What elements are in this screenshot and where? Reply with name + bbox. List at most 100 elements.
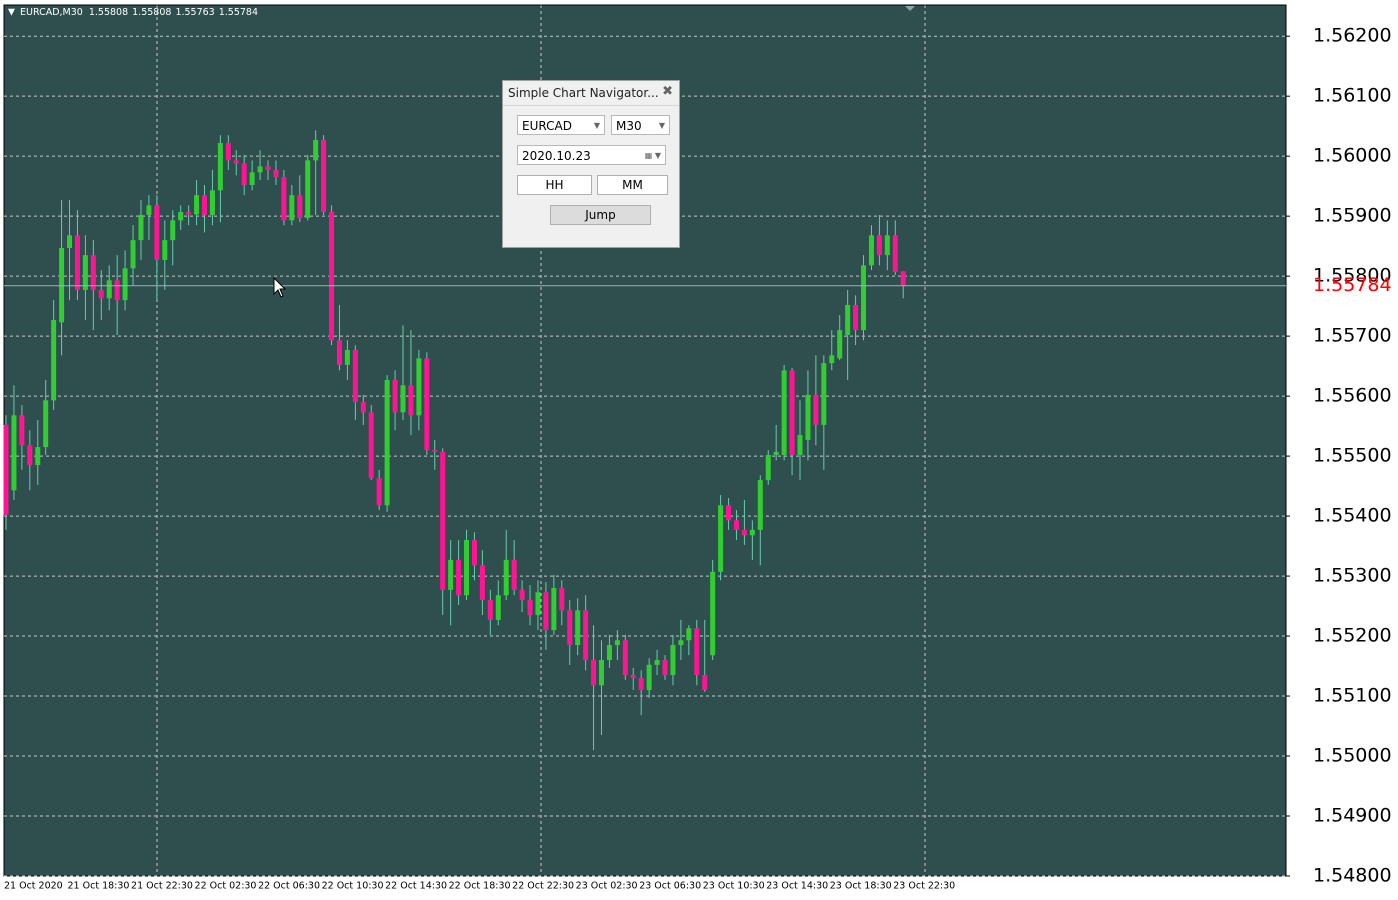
candle-body [654, 660, 660, 665]
date-picker[interactable]: 2020.10.23 ▦ ▼ [517, 145, 666, 165]
candle-body [305, 160, 311, 218]
candle-body [448, 559, 454, 590]
timeframe-combo[interactable]: M30 ▼ [611, 115, 670, 135]
candle-body [265, 166, 271, 170]
shift-marker [905, 6, 915, 11]
close-button[interactable]: ✖ [662, 84, 673, 99]
candle-body [368, 412, 374, 479]
candle-body [622, 640, 628, 676]
candle-body [575, 610, 581, 646]
y-tick-label: 1.55200 [1313, 625, 1392, 647]
candle-body [495, 595, 501, 620]
candle-body [591, 660, 597, 686]
candle-body [456, 559, 462, 596]
candle-body [479, 565, 485, 601]
candle-body [900, 271, 906, 286]
hh-button[interactable]: HH [517, 175, 592, 195]
candle-body [710, 571, 716, 656]
mouse-cursor [273, 276, 287, 298]
candle-body [209, 190, 215, 215]
candle-body [646, 664, 652, 691]
candle-body [821, 363, 827, 425]
candle-body [170, 220, 176, 241]
candle-body [630, 675, 636, 679]
candle-body [424, 358, 430, 451]
candle-body [3, 424, 9, 515]
symbol: EURCAD,M30 [20, 7, 83, 18]
candle-body [789, 370, 795, 455]
candle-body [670, 645, 676, 676]
mm-button[interactable]: MM [597, 175, 668, 195]
y-tick-label: 1.55600 [1313, 385, 1392, 407]
candle-body [59, 247, 65, 323]
candle-body [98, 289, 104, 299]
x-tick-label: 22 Oct 06:30 [258, 881, 320, 892]
x-tick-label: 21 Oct 2020 [4, 881, 63, 892]
candle-body [313, 139, 319, 161]
candle-body [27, 445, 33, 466]
candle-body [281, 177, 287, 221]
candle-body [868, 235, 874, 266]
candle-body [599, 660, 604, 686]
candle-body [487, 600, 493, 620]
x-tick-label: 22 Oct 14:30 [385, 881, 447, 892]
candle-body [741, 529, 747, 536]
x-tick-label: 22 Oct 22:30 [512, 881, 574, 892]
candle-body [74, 235, 80, 290]
candle-body [106, 280, 112, 299]
candle-body [813, 394, 819, 425]
date-value: 2020.10.23 [522, 149, 591, 163]
candle-body [122, 268, 128, 301]
candle-body [202, 195, 207, 215]
candle-body [702, 675, 708, 691]
x-tick-label: 23 Oct 10:30 [703, 881, 765, 892]
candle-body [829, 355, 835, 364]
y-tick-label: 1.55500 [1313, 445, 1392, 467]
candle-body [892, 235, 898, 272]
candle-body [154, 205, 160, 260]
candle-body [519, 589, 525, 601]
candle-body [432, 450, 438, 452]
candle-body [471, 540, 477, 566]
jump-button[interactable]: Jump [550, 205, 651, 225]
candle-body [138, 214, 144, 241]
candle-body [678, 640, 684, 646]
candle-body [19, 415, 25, 446]
candle-body [757, 480, 763, 530]
candle-body [464, 540, 470, 596]
candle-body [805, 394, 811, 440]
candle-body [694, 628, 700, 676]
x-tick-label: 23 Oct 02:30 [576, 881, 638, 892]
candle-body [297, 195, 303, 218]
y-tick-label: 1.55900 [1313, 205, 1392, 227]
last-price-label: 1.55784 [1313, 274, 1392, 296]
y-tick-label: 1.55400 [1313, 505, 1392, 527]
candle-body [329, 211, 335, 341]
candle-body [440, 451, 446, 590]
candle-body [217, 142, 223, 191]
x-tick-label: 23 Oct 14:30 [766, 881, 828, 892]
candle-body [400, 385, 406, 413]
candle-body [876, 235, 882, 256]
candle-body [543, 592, 549, 631]
candle-body [344, 349, 350, 365]
navigator-dialog: Simple Chart Navigator... ✖ EURCAD ▼ M30 ▼… [502, 80, 680, 248]
symbol-combo[interactable]: EURCAD ▼ [517, 115, 605, 135]
header-arrow: ▼ [8, 8, 15, 18]
candle-body [114, 280, 120, 301]
candle-body [861, 265, 867, 331]
candle-body [614, 640, 620, 646]
x-tick-label: 23 Oct 18:30 [830, 881, 892, 892]
candle-body [51, 319, 57, 401]
candle-body [853, 304, 859, 331]
candle-body [686, 628, 692, 641]
candle-body [11, 415, 17, 491]
candle-body [289, 195, 295, 221]
candle-body [35, 447, 41, 466]
candle-body [352, 349, 358, 403]
candle-body [273, 169, 279, 178]
candle-body [321, 139, 327, 212]
candle-body [67, 235, 73, 248]
high: 1.55808 [132, 7, 171, 18]
